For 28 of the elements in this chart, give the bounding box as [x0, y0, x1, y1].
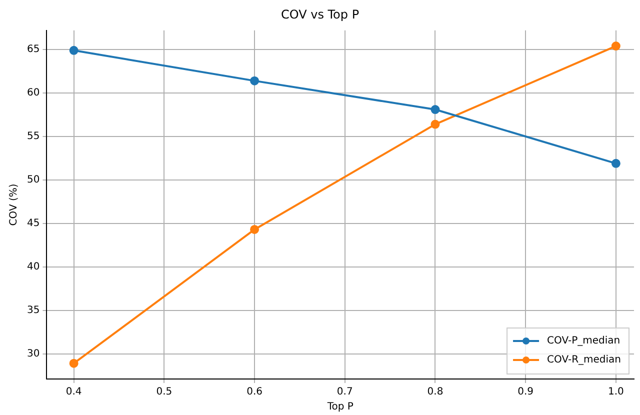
point — [69, 358, 78, 368]
y-tick-label: 55 — [26, 131, 40, 142]
point — [611, 158, 620, 168]
point — [250, 224, 260, 234]
legend-label: COV-P_median — [547, 336, 620, 347]
y-tick-label: 50 — [26, 174, 40, 186]
x-tick-label: 0.8 — [427, 386, 444, 398]
y-tick-label: 65 — [26, 44, 40, 56]
x-tick-label: 0.7 — [336, 386, 353, 398]
y-axis-title: COV (%) — [8, 184, 20, 226]
x-tick-label: 0.9 — [518, 386, 534, 398]
chart-title: COV vs Top P — [280, 7, 360, 22]
x-tick-label: 0.6 — [246, 386, 262, 398]
point — [69, 46, 78, 55]
point — [430, 120, 440, 129]
point — [611, 42, 620, 51]
x-axis-title: Top P — [326, 402, 354, 413]
y-tick-label: 45 — [26, 218, 40, 229]
point — [430, 105, 440, 114]
y-tick-label: 35 — [26, 304, 40, 316]
y-tick-label: 40 — [26, 261, 40, 272]
point — [250, 76, 260, 86]
x-tick-label: 0.4 — [66, 386, 82, 398]
y-tick-label: 60 — [26, 88, 40, 99]
x-tick-label: 0.5 — [156, 386, 172, 398]
y-tick-label: 30 — [26, 348, 40, 360]
x-tick-label: 1.0 — [608, 386, 624, 398]
legend-label: COV-R_median — [547, 354, 622, 366]
